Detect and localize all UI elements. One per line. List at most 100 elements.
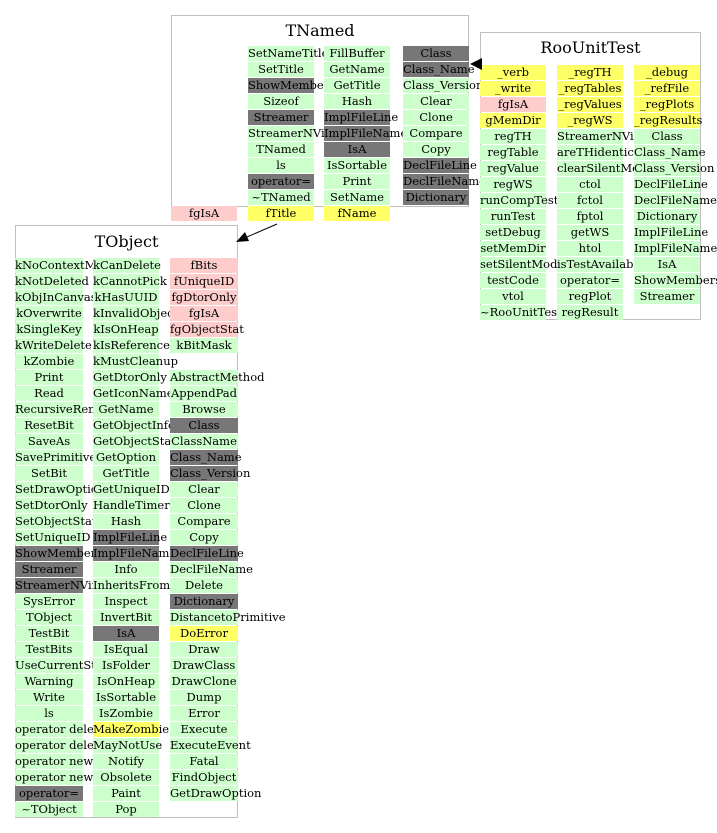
tobject-member: HandleTimer [93, 498, 170, 513]
roounittest-member: _refFile [634, 81, 700, 96]
tnamed-member: Streamer [248, 110, 314, 125]
tobject-member: kOverwrite [15, 306, 83, 321]
tobject-member: Browse [170, 402, 238, 417]
tnamed-members-col-2: FillBuffer GetName GetTitle Hash ImplFileLin… [324, 46, 407, 222]
roounittest-member: gMemDir [480, 113, 546, 128]
tobject-member: InheritsFrom [93, 578, 171, 593]
tobject-member: IsEqual [93, 642, 159, 657]
arrowhead-tobject [236, 232, 249, 242]
tnamed-member: ShowMembers [248, 78, 336, 93]
roounittest-member: setMemDir [480, 241, 546, 256]
roounittest-member: ctol [557, 177, 623, 192]
roounittest-member: DeclFileName [634, 193, 717, 208]
class-title-tnamed: TNamed [285, 21, 355, 40]
tobject-member: InvertBit [93, 610, 159, 625]
tobject-member: GetIconName [93, 386, 174, 401]
tobject-member: Streamer [15, 562, 83, 577]
tobject-member: Fatal [170, 754, 238, 769]
roounittest-member: Dictionary [634, 209, 700, 224]
tnamed-member: fName [324, 206, 390, 221]
tobject-member: GetObjectInfo [93, 418, 175, 433]
tnamed-member: Class [403, 46, 469, 61]
tobject-member: GetOption [93, 450, 159, 465]
tnamed-member: operator= [248, 174, 314, 189]
tnamed-member: Hash [324, 94, 390, 109]
tobject-member: Class_Name [170, 450, 242, 465]
tnamed-members-col-1: SetNameTitle SetTitle ShowMembers Sizeof Str… [248, 46, 353, 222]
tobject-member: kZombie [15, 354, 83, 369]
tnamed-member: ls [248, 158, 314, 173]
tobject-member: GetUniqueID [93, 482, 170, 497]
tnamed-member: TNamed [248, 142, 314, 157]
roounittest-member: testCode [480, 273, 546, 288]
roounittest-member: regResult [557, 305, 623, 320]
tobject-member: ResetBit [15, 418, 83, 433]
tobject-member: Class_Version [170, 466, 251, 481]
tobject-member: AppendPad [170, 386, 238, 401]
roounittest-member: Class_Name [634, 145, 706, 160]
tnamed-member: Class_Version [403, 78, 484, 93]
tobject-member: Clone [170, 498, 238, 513]
tobject-member: GetObjectStat [93, 434, 176, 449]
tobject-member: ClassName [170, 434, 238, 449]
roounittest-member: _verb [480, 65, 546, 80]
tobject-member: kMustCleanup [93, 354, 178, 369]
class-box-roounittest: RooUnitTest [480, 32, 701, 320]
tnamed-member: Clone [403, 110, 469, 125]
roounittest-member: _debug [634, 65, 700, 80]
tobject-member: kNotDeleted [15, 274, 89, 289]
roounittest-members-col-3: _debug _refFile _regPlots _regResults Class C… [634, 65, 717, 305]
tobject-member: Draw [170, 642, 238, 657]
roounittest-member: _regTH [557, 65, 623, 80]
tobject-member: fUniqueID [170, 274, 238, 289]
tobject-member: ls [15, 706, 83, 721]
tobject-member: ~TObject [15, 802, 83, 817]
tobject-member: operator new [15, 754, 94, 769]
roounittest-member: _regPlots [634, 97, 700, 112]
tobject-member: kObjInCanvas [15, 290, 97, 305]
tobject-member: SetObjectStat [15, 514, 97, 529]
tobject-member: operator= [15, 786, 83, 801]
tnamed-members-col-3: Class Class_Name Class_Version Clear Clone Co… [403, 46, 486, 206]
tobject-member: Warning [15, 674, 83, 689]
tobject-member: IsFolder [93, 658, 159, 673]
tobject-member: GetName [93, 402, 159, 417]
tobject-member: kSingleKey [15, 322, 83, 337]
tnamed-member: ImplFileLine [324, 110, 399, 125]
tnamed-member: FillBuffer [324, 46, 390, 61]
roounittest-member: ImplFileLine [634, 225, 709, 240]
tobject-member: Delete [170, 578, 238, 593]
tobject-member: kCannotPick [93, 274, 167, 289]
tnamed-member: IsA [324, 142, 390, 157]
roounittest-member: _regValues [557, 97, 623, 112]
tobject-member: ImplFileLine [93, 530, 168, 545]
roounittest-member: DeclFileLine [634, 177, 708, 192]
tobject-member: kCanDelete [93, 258, 161, 273]
tnamed-member: IsSortable [324, 158, 390, 173]
tnamed-member: GetName [324, 62, 390, 77]
tobject-member: kHasUUID [93, 290, 159, 305]
roounittest-member: Class [634, 129, 700, 144]
tobject-member: Hash [93, 514, 159, 529]
roounittest-member: _regResults [634, 113, 703, 128]
tobject-member: Print [15, 370, 83, 385]
tobject-member: operator delete [15, 722, 106, 737]
tobject-member: DrawClone [170, 674, 238, 689]
roounittest-member: getWS [557, 225, 623, 240]
tobject-member: kBitMask [170, 338, 238, 353]
tobject-member: GetDtorOnly [93, 370, 167, 385]
tobject-member: MakeZombie [93, 722, 170, 737]
tobject-member: Pop [93, 802, 159, 817]
tobject-member: Obsolete [93, 770, 159, 785]
tobject-member: Dictionary [170, 594, 238, 609]
roounittest-member: isTestAvailable [557, 257, 644, 272]
roounittest-members-col-1: _verb _write fgIsA gMemDir regTH regTable regV… [480, 65, 564, 321]
tobject-member: fBits [170, 258, 238, 273]
tobject-member: Class [170, 418, 238, 433]
roounittest-member: ShowMembers [634, 273, 717, 288]
tobject-member: Read [15, 386, 83, 401]
roounittest-member: regPlot [557, 289, 623, 304]
tobject-member: DoError [170, 626, 238, 641]
roounittest-member: regTH [480, 129, 546, 144]
tobject-member: Copy [170, 530, 238, 545]
